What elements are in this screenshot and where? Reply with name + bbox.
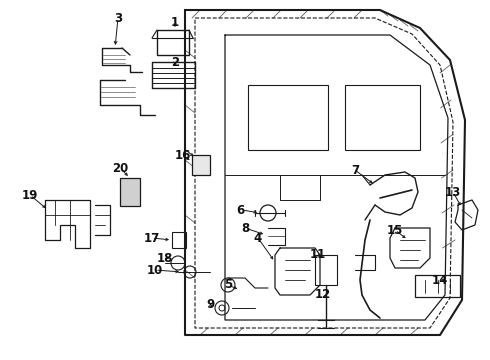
Text: 7: 7 [351, 163, 359, 176]
Text: 5: 5 [224, 279, 232, 292]
Text: 16: 16 [175, 149, 191, 162]
Text: 17: 17 [144, 231, 160, 244]
Text: 14: 14 [432, 274, 448, 287]
Bar [192, 155, 210, 175]
Text: 19: 19 [22, 189, 38, 202]
Text: 9: 9 [206, 298, 214, 311]
Text: 11: 11 [310, 248, 326, 261]
Bar [120, 178, 140, 206]
Text: 12: 12 [315, 288, 331, 302]
Text: 20: 20 [112, 162, 128, 175]
Text: 15: 15 [387, 224, 403, 237]
Text: 4: 4 [254, 231, 262, 244]
Text: 18: 18 [157, 252, 173, 265]
Text: 3: 3 [114, 12, 122, 24]
Text: 13: 13 [445, 185, 461, 198]
Text: 2: 2 [171, 55, 179, 68]
Text: 6: 6 [236, 203, 244, 216]
Bar [315, 255, 337, 285]
Text: 1: 1 [171, 15, 179, 28]
Text: 8: 8 [241, 221, 249, 234]
Bar [248, 85, 328, 150]
Text: 10: 10 [147, 264, 163, 276]
Bar [172, 232, 186, 248]
Bar [157, 30, 189, 55]
Bar [345, 85, 420, 150]
Bar [415, 275, 460, 297]
